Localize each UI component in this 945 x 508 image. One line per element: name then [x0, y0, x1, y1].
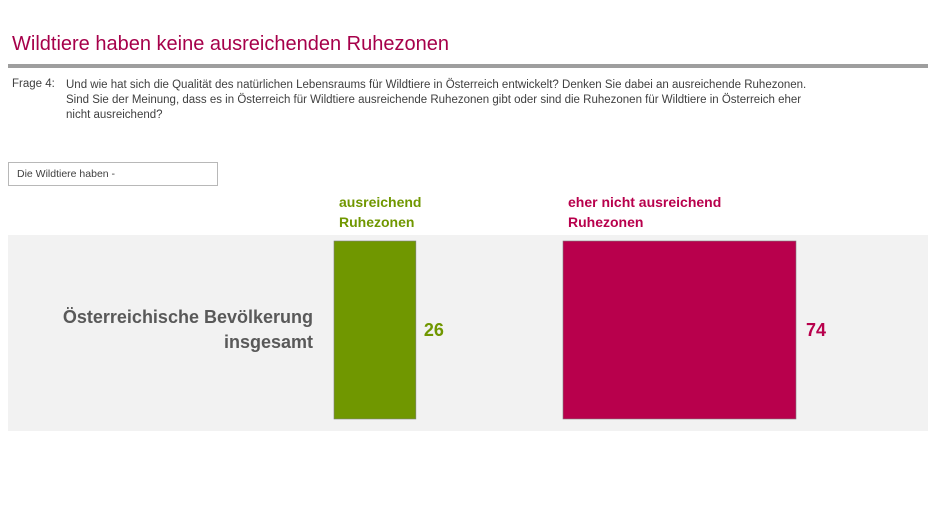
bar	[562, 240, 797, 420]
title-divider	[8, 64, 928, 68]
row-label-line: Österreichische Bevölkerung	[62, 307, 313, 327]
bar-value-label: 26	[424, 320, 444, 340]
bar	[333, 240, 417, 420]
question-line: Sind Sie der Meinung, dass es in Österre…	[66, 94, 802, 106]
question-text: Und wie hat sich die Qualität des natürl…	[66, 78, 886, 123]
series-label-line: Ruhezonen	[339, 214, 415, 230]
question-line: nicht ausreichend?	[66, 109, 163, 121]
row-label-line: insgesamt	[223, 332, 313, 352]
question-line: Und wie hat sich die Qualität des natürl…	[66, 79, 807, 91]
row-label: Österreichische Bevölkerung insgesamt	[20, 305, 313, 355]
series-label-nicht-ausreichend: eher nicht ausreichend Ruhezonen	[568, 192, 721, 232]
question-label: Frage 4:	[12, 78, 55, 90]
series-label-line: eher nicht ausreichend	[568, 194, 722, 210]
series-label-line: ausreichend	[339, 194, 422, 210]
series-label-ausreichend: ausreichend Ruhezonen	[339, 192, 421, 232]
bar-value-label: 74	[806, 320, 826, 340]
filter-label-box: Die Wildtiere haben -	[8, 162, 218, 186]
bars-group: 26 74	[333, 240, 826, 420]
page-title: Wildtiere haben keine ausreichenden Ruhe…	[12, 33, 449, 55]
series-label-line: Ruhezonen	[568, 214, 644, 230]
